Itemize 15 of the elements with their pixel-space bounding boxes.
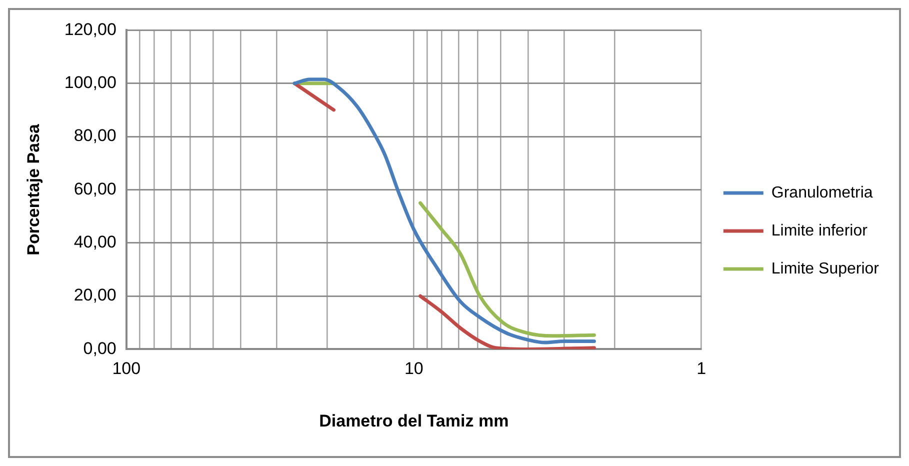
legend-label: Limite inferior [771, 222, 868, 240]
y-tick-label: 20,00 [74, 286, 116, 305]
y-tick-label: 0,00 [83, 338, 116, 358]
y-tick-label: 40,00 [74, 232, 116, 252]
x-tick-label: 100 [112, 359, 141, 378]
y-axis-title: Porcentaje Pasa [24, 123, 43, 256]
x-tick-label: 10 [404, 359, 424, 378]
x-tick-label: 1 [696, 359, 706, 378]
y-tick-label: 120,00 [64, 20, 116, 39]
legend-label: Limite Superior [771, 260, 880, 278]
y-tick-label: 80,00 [74, 126, 116, 146]
y-tick-label: 60,00 [74, 179, 116, 198]
x-axis-title: Diametro del Tamiz mm [319, 411, 509, 430]
y-tick-label: 100,00 [64, 73, 116, 92]
legend-label: Granulometria [771, 184, 873, 202]
